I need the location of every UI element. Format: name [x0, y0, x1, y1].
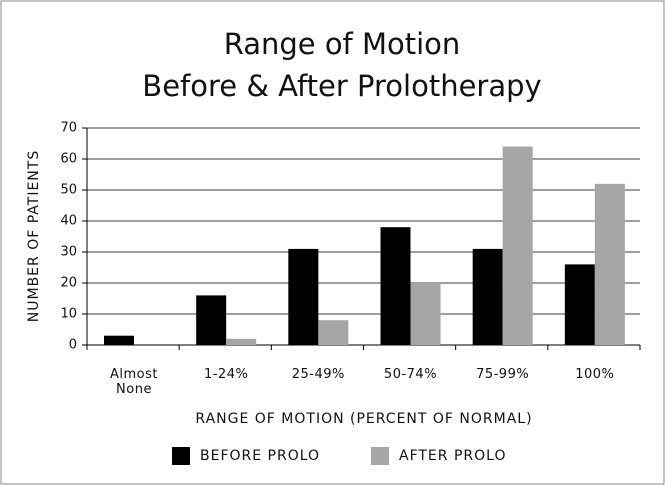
bar [380, 227, 411, 345]
x-tick-label: Almost None [110, 367, 158, 397]
bar [410, 283, 441, 345]
legend-swatch [172, 447, 190, 465]
x-tick-label: 75-99% [476, 367, 530, 382]
x-tick-label: 100% [575, 367, 615, 382]
y-tick-label: 20 [60, 276, 77, 291]
bar [318, 320, 349, 345]
y-tick-label: 10 [60, 307, 77, 322]
x-tick-label: 50-74% [383, 367, 438, 382]
y-tick-label: 0 [69, 338, 77, 353]
y-tick-label: 50 [60, 183, 77, 198]
y-tick-label: 40 [60, 214, 77, 229]
bar [196, 295, 227, 345]
bar [226, 338, 257, 345]
y-tick-label: 70 [60, 121, 77, 136]
bar [472, 248, 503, 345]
legend-label: AFTER PROLO [399, 448, 506, 464]
x-tick-label: 25-49% [291, 367, 345, 382]
chart-subtitle: Before & After Prolotherapy [142, 69, 541, 103]
legend-label: BEFORE PROLO [200, 448, 320, 464]
x-axis-label: RANGE OF MOTION (PERCENT OF NORMAL) [195, 411, 532, 427]
bar [594, 183, 625, 345]
x-tick-label: 1-24% [203, 367, 249, 382]
bar [502, 146, 533, 345]
chart-title: Range of Motion [224, 27, 461, 61]
bar [104, 335, 134, 345]
y-tick-label: 30 [60, 245, 77, 260]
legend-swatch [371, 447, 389, 465]
bar [564, 264, 595, 345]
y-axis-label: NUMBER OF PATIENTS [26, 150, 42, 322]
bar [288, 248, 319, 345]
y-tick-label: 60 [60, 152, 77, 167]
